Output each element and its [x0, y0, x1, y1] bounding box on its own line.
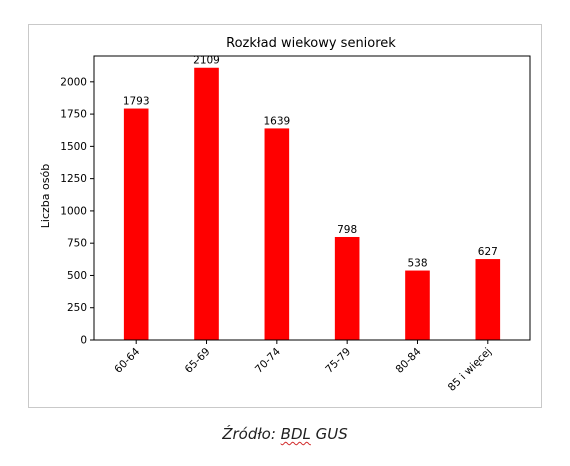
data-label: 798 [337, 224, 357, 236]
y-tick-label: 0 [80, 335, 87, 347]
y-tick-label: 1500 [60, 141, 87, 153]
x-tick-label: 70-74 [253, 345, 283, 375]
source-caption: Źródło: BDL GUS [0, 425, 570, 443]
x-tick-label: 80-84 [394, 345, 424, 375]
bar [194, 67, 219, 340]
data-label: 1639 [263, 115, 290, 127]
bar [334, 236, 360, 340]
x-tick-label: 65-69 [183, 346, 213, 376]
data-label: 538 [407, 258, 427, 270]
bar [264, 128, 290, 340]
data-label: 1793 [123, 96, 150, 108]
y-tick-label: 750 [67, 238, 87, 250]
x-tick-label: 75-79 [323, 346, 353, 376]
caption-source: BDL [280, 425, 311, 443]
bar [123, 108, 149, 340]
axes-box [93, 55, 531, 341]
y-tick-label: 2000 [60, 76, 87, 88]
data-label: 2109 [193, 55, 220, 67]
caption-suffix: GUS [310, 425, 348, 443]
y-axis-label: Liczba osób [39, 164, 52, 228]
y-tick-label: 1250 [60, 173, 87, 185]
y-tick-label: 250 [67, 302, 87, 314]
chart-title: Rozkład wiekowy seniorek [226, 36, 396, 51]
bar [405, 270, 430, 340]
x-tick-label: 85 i więcej [446, 346, 494, 394]
plot-area: 1793 2109 1639 798 538 627 0 250 500 750 1000 1250 1… [60, 55, 531, 394]
data-label: 627 [478, 246, 498, 258]
x-tick-label: 60-64 [112, 345, 142, 375]
bar-chart: Rozkład wiekowy seniorek Liczba osób 179… [39, 36, 531, 394]
caption-prefix: Źródło: [222, 425, 281, 443]
y-tick-label: 500 [67, 270, 87, 282]
y-tick-label: 1000 [60, 205, 87, 217]
bar [475, 259, 501, 340]
y-tick-label: 1750 [60, 109, 87, 121]
